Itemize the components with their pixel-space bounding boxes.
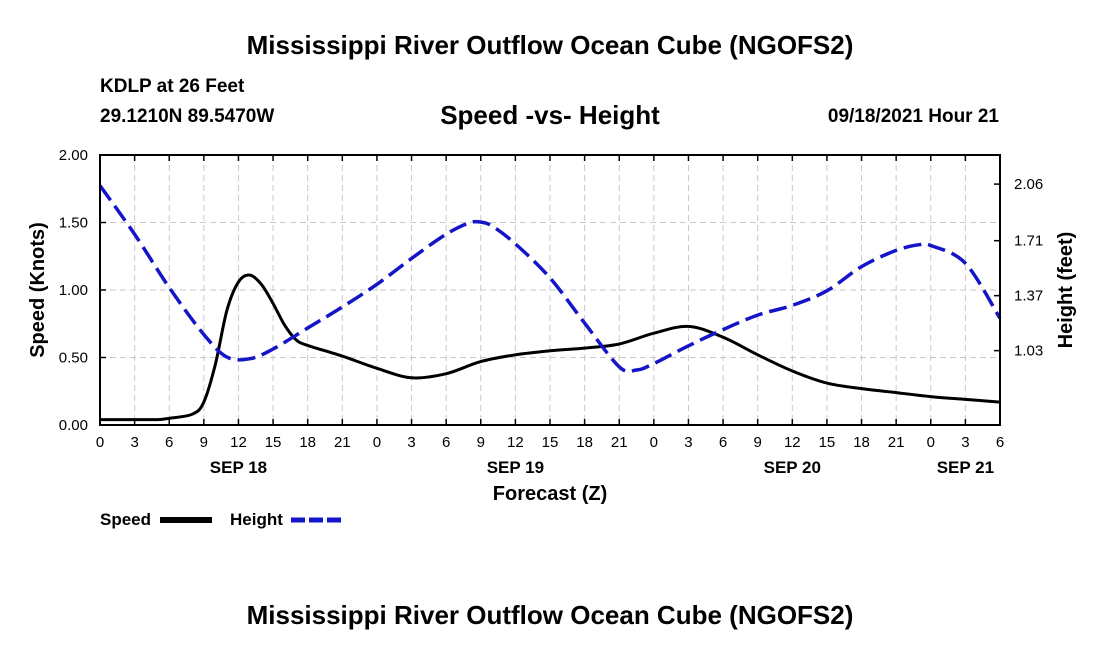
x-tick-label: 3 xyxy=(961,434,969,451)
y2-tick-label: 1.03 xyxy=(1014,343,1043,360)
y-tick-label: 2.00 xyxy=(59,147,88,164)
station-coordinates: 29.1210N 89.5470W xyxy=(100,106,275,127)
y2-tick-label: 1.37 xyxy=(1014,288,1043,305)
y2-axis-label: Height (feet) xyxy=(1055,232,1077,349)
x-tick-label: 12 xyxy=(507,434,524,451)
x-tick-label: 9 xyxy=(754,434,762,451)
x-tick-label: 18 xyxy=(853,434,870,451)
series-lines xyxy=(98,184,1002,422)
x-tick-label: 12 xyxy=(784,434,801,451)
forecast-datetime: 09/18/2021 Hour 21 xyxy=(827,106,999,127)
y-tick-label: 1.50 xyxy=(59,215,88,232)
x-tick-label: 21 xyxy=(888,434,905,451)
y-tick-label: 1.00 xyxy=(59,282,88,299)
x-tick-label: 21 xyxy=(611,434,628,451)
y-tick-label: 0.00 xyxy=(59,417,88,434)
x-tick-label: 9 xyxy=(477,434,485,451)
y-axis-label: Speed (Knots) xyxy=(27,222,49,358)
date-label: SEP 20 xyxy=(764,458,821,477)
chart-subtitle: Speed -vs- Height xyxy=(440,100,660,130)
x-tick-label: 15 xyxy=(265,434,282,451)
legend-speed-label: Speed xyxy=(100,510,151,529)
grid-lines xyxy=(100,155,1000,425)
x-tick-label: 12 xyxy=(230,434,247,451)
x-tick-label: 3 xyxy=(130,434,138,451)
x-axis-label: Forecast (Z) xyxy=(493,483,607,505)
axis-ticks: 0 3 6 9 12 15 18 21 0 3 6 9 12 15 18 21 0 3 6 9 12 15 18 21 0 3 6 0… xyxy=(59,147,1043,477)
x-tick-label: 3 xyxy=(407,434,415,451)
x-tick-label: 6 xyxy=(165,434,173,451)
date-label: SEP 21 xyxy=(937,458,994,477)
x-tick-label: 18 xyxy=(299,434,316,451)
x-tick-label: 6 xyxy=(719,434,727,451)
x-tick-label: 0 xyxy=(650,434,658,451)
date-label: SEP 18 xyxy=(210,458,267,477)
legend: Speed Height xyxy=(100,510,342,529)
date-label: SEP 19 xyxy=(487,458,544,477)
x-tick-label: 15 xyxy=(542,434,559,451)
x-tick-label: 21 xyxy=(334,434,351,451)
y-tick-label: 0.50 xyxy=(59,350,88,367)
x-tick-label: 18 xyxy=(576,434,593,451)
y2-tick-label: 1.71 xyxy=(1014,233,1043,250)
series-line-height xyxy=(98,184,1002,374)
series-line-speed xyxy=(100,273,1001,422)
x-tick-label: 0 xyxy=(927,434,935,451)
x-tick-label: 6 xyxy=(996,434,1004,451)
x-tick-label: 0 xyxy=(373,434,381,451)
x-tick-label: 0 xyxy=(96,434,104,451)
y2-tick-label: 2.06 xyxy=(1014,176,1043,193)
x-tick-label: 6 xyxy=(442,434,450,451)
x-tick-label: 9 xyxy=(200,434,208,451)
x-tick-label: 15 xyxy=(819,434,836,451)
page-title: Mississippi River Outflow Ocean Cube (NG… xyxy=(246,30,854,60)
x-tick-label: 3 xyxy=(684,434,692,451)
station-name: KDLP at 26 Feet xyxy=(100,76,245,97)
legend-height-label: Height xyxy=(230,510,283,529)
footer-title: Mississippi River Outflow Ocean Cube (NG… xyxy=(246,600,854,630)
